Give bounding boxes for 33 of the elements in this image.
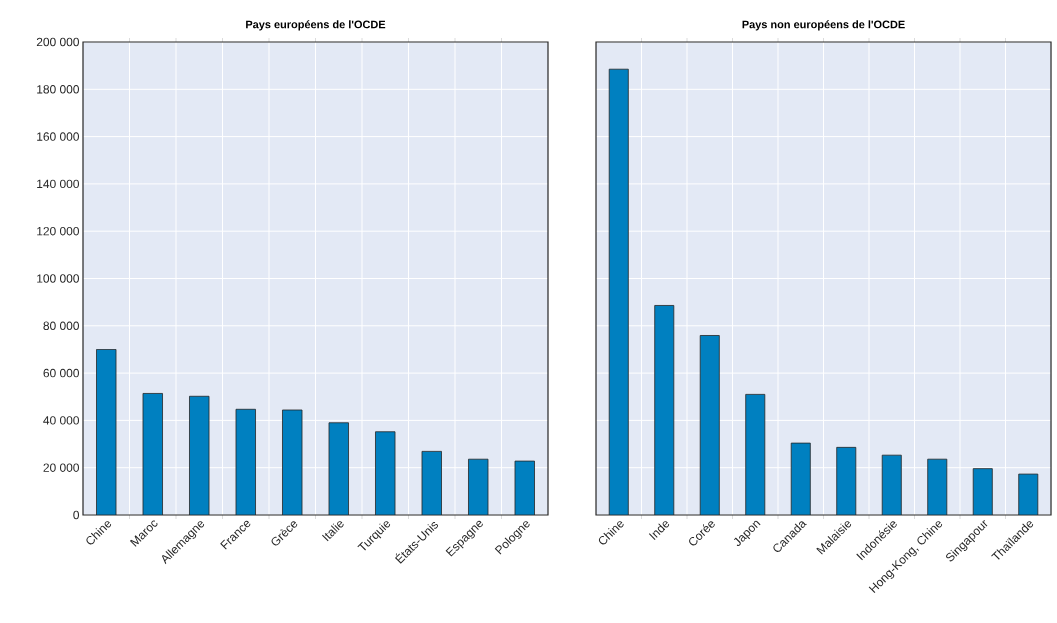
bar	[375, 431, 396, 515]
x-tick-label: Inde	[648, 521, 670, 540]
bar	[1018, 473, 1039, 515]
bar	[328, 422, 349, 515]
bar	[608, 68, 629, 515]
y-tick-label: 0	[73, 510, 80, 520]
y-tick-label: 80 000	[43, 321, 79, 331]
bar	[189, 395, 210, 515]
bar	[836, 446, 857, 515]
y-tick-label: 200 000	[36, 37, 79, 47]
y-tick-label: 160 000	[37, 132, 79, 141]
chart-title: Pays européens de l'OCDE	[246, 20, 386, 31]
bar	[972, 468, 993, 515]
bar	[927, 458, 948, 515]
bar	[699, 335, 720, 515]
bar	[745, 393, 766, 515]
bar	[235, 408, 256, 515]
y-tick-label: 100 000	[37, 274, 79, 283]
y-tick-label: 60 000	[43, 368, 79, 378]
y-tick-label: 20 000	[43, 463, 79, 472]
bar	[654, 305, 675, 515]
y-tick-label: 120 000	[37, 226, 79, 236]
y-tick-label: 140 000	[37, 179, 79, 189]
x-tick-label: Italie	[321, 521, 344, 542]
bar	[790, 442, 811, 515]
y-tick-label: 180 000	[37, 85, 79, 94]
chart-title: Pays non européens de l'OCDE	[742, 20, 905, 31]
bar	[96, 349, 117, 515]
y-tick-label: 40 000	[43, 416, 79, 425]
bar	[282, 409, 303, 515]
bar	[881, 454, 902, 515]
bar	[142, 393, 163, 515]
bar	[421, 450, 442, 515]
